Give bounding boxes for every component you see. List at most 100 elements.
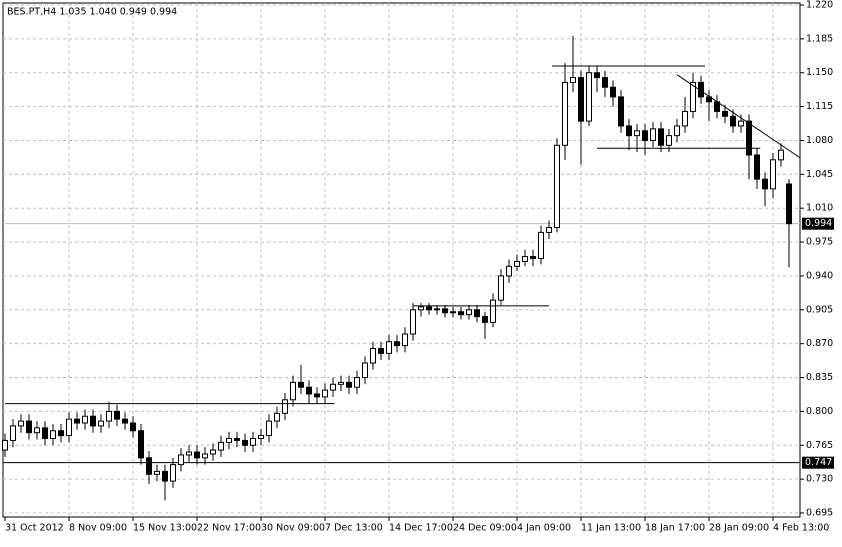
- candle-body: [98, 420, 104, 427]
- candle-body: [682, 110, 688, 127]
- candle-body: [146, 457, 152, 475]
- candle-body: [106, 410, 112, 422]
- y-tick-label: 0.870: [806, 338, 833, 349]
- candle-body: [42, 427, 48, 439]
- candle-body: [602, 77, 608, 88]
- candle-body: [570, 77, 576, 83]
- candle-body: [626, 125, 632, 137]
- candle-body: [290, 381, 296, 401]
- y-tick-label: 1.115: [806, 101, 833, 112]
- candle-body: [730, 115, 736, 127]
- candle-body: [82, 415, 88, 424]
- y-tick-label: 1.185: [806, 33, 833, 44]
- x-tick-label: 18 Jan 17:00: [645, 523, 705, 534]
- candle-body: [738, 120, 744, 127]
- candle-body: [138, 430, 144, 459]
- level-label: 0.994: [805, 218, 832, 229]
- candle-body: [530, 256, 536, 260]
- x-tick-label: 30 Nov 09:00: [261, 523, 325, 534]
- candle-body: [778, 149, 784, 161]
- candle-body: [50, 430, 56, 439]
- candle-body: [490, 299, 496, 323]
- candle-body: [282, 399, 288, 414]
- y-tick-label: 0.940: [806, 270, 833, 281]
- candle-body: [202, 453, 208, 459]
- candle-body: [690, 81, 696, 112]
- candle-body: [482, 316, 488, 323]
- candle-body: [322, 389, 328, 398]
- x-tick-label: 28 Jan 09:00: [709, 523, 769, 534]
- y-tick-label: 0.975: [806, 237, 833, 248]
- y-tick-label: 1.150: [806, 67, 833, 78]
- candle-body: [754, 154, 760, 180]
- candle-body: [210, 449, 216, 455]
- candle-body: [74, 418, 80, 424]
- candle-body: [298, 381, 304, 388]
- candle-body: [26, 420, 32, 434]
- candle-body: [130, 422, 136, 432]
- candle-body: [242, 439, 248, 446]
- candle-body: [426, 306, 432, 311]
- candle-body: [562, 81, 568, 146]
- x-tick-label: 31 Oct 2012: [5, 523, 64, 534]
- trend-line: [676, 74, 801, 159]
- candle-body: [402, 333, 408, 347]
- y-tick-label: 1.220: [806, 0, 833, 11]
- candle-body: [554, 144, 560, 229]
- candle-body: [122, 418, 128, 424]
- candle-body: [506, 265, 512, 277]
- level-label: 0.747: [805, 457, 832, 468]
- candle-body: [666, 135, 672, 146]
- candle-body: [434, 308, 440, 311]
- candle-body: [226, 437, 232, 443]
- y-tick-label: 0.765: [806, 440, 833, 451]
- y-tick-label: 0.905: [806, 304, 833, 315]
- candle-body: [418, 306, 424, 311]
- candle-body: [154, 470, 160, 475]
- y-tick-label: 1.080: [806, 135, 833, 146]
- candle-body: [722, 110, 728, 117]
- candle-body: [578, 77, 584, 122]
- candle-body: [650, 128, 656, 141]
- candle-body: [18, 420, 24, 427]
- candle-body: [522, 256, 528, 262]
- candle-body: [218, 441, 224, 451]
- candle-body: [458, 311, 464, 316]
- candle-body: [314, 393, 320, 398]
- x-tick-label: 7 Dec 13:00: [325, 523, 383, 534]
- candle-body: [706, 96, 712, 103]
- candle-body: [386, 341, 392, 354]
- y-tick-label: 0.695: [806, 508, 833, 519]
- candle-body: [674, 125, 680, 137]
- candle-body: [338, 381, 344, 385]
- candle-body: [34, 427, 40, 434]
- x-tick-label: 4 Feb 13:00: [773, 523, 829, 534]
- candle-body: [618, 96, 624, 127]
- candle-body: [610, 86, 616, 98]
- candle-body: [442, 308, 448, 314]
- candle-body: [410, 309, 416, 335]
- candle-body: [250, 437, 256, 446]
- candle-body: [2, 439, 8, 451]
- candle-body: [114, 410, 120, 420]
- candle-body: [170, 464, 176, 482]
- candle-body: [786, 183, 792, 225]
- y-tick-label: 0.835: [806, 372, 833, 383]
- candle-body: [266, 420, 272, 437]
- candle-body: [770, 159, 776, 190]
- plot-frame: [2, 2, 801, 518]
- x-tick-label: 4 Jan 09:00: [517, 523, 571, 534]
- candle-body: [586, 72, 592, 122]
- candle-body: [274, 412, 280, 422]
- candle-body: [658, 128, 664, 146]
- candle-body: [514, 260, 520, 267]
- candle-body: [58, 430, 64, 437]
- y-tick-label: 0.730: [806, 474, 833, 485]
- candle-body: [634, 130, 640, 137]
- candle-body: [370, 348, 376, 364]
- candle-body: [546, 227, 552, 233]
- candle-body: [762, 178, 768, 190]
- candle-body: [234, 437, 240, 441]
